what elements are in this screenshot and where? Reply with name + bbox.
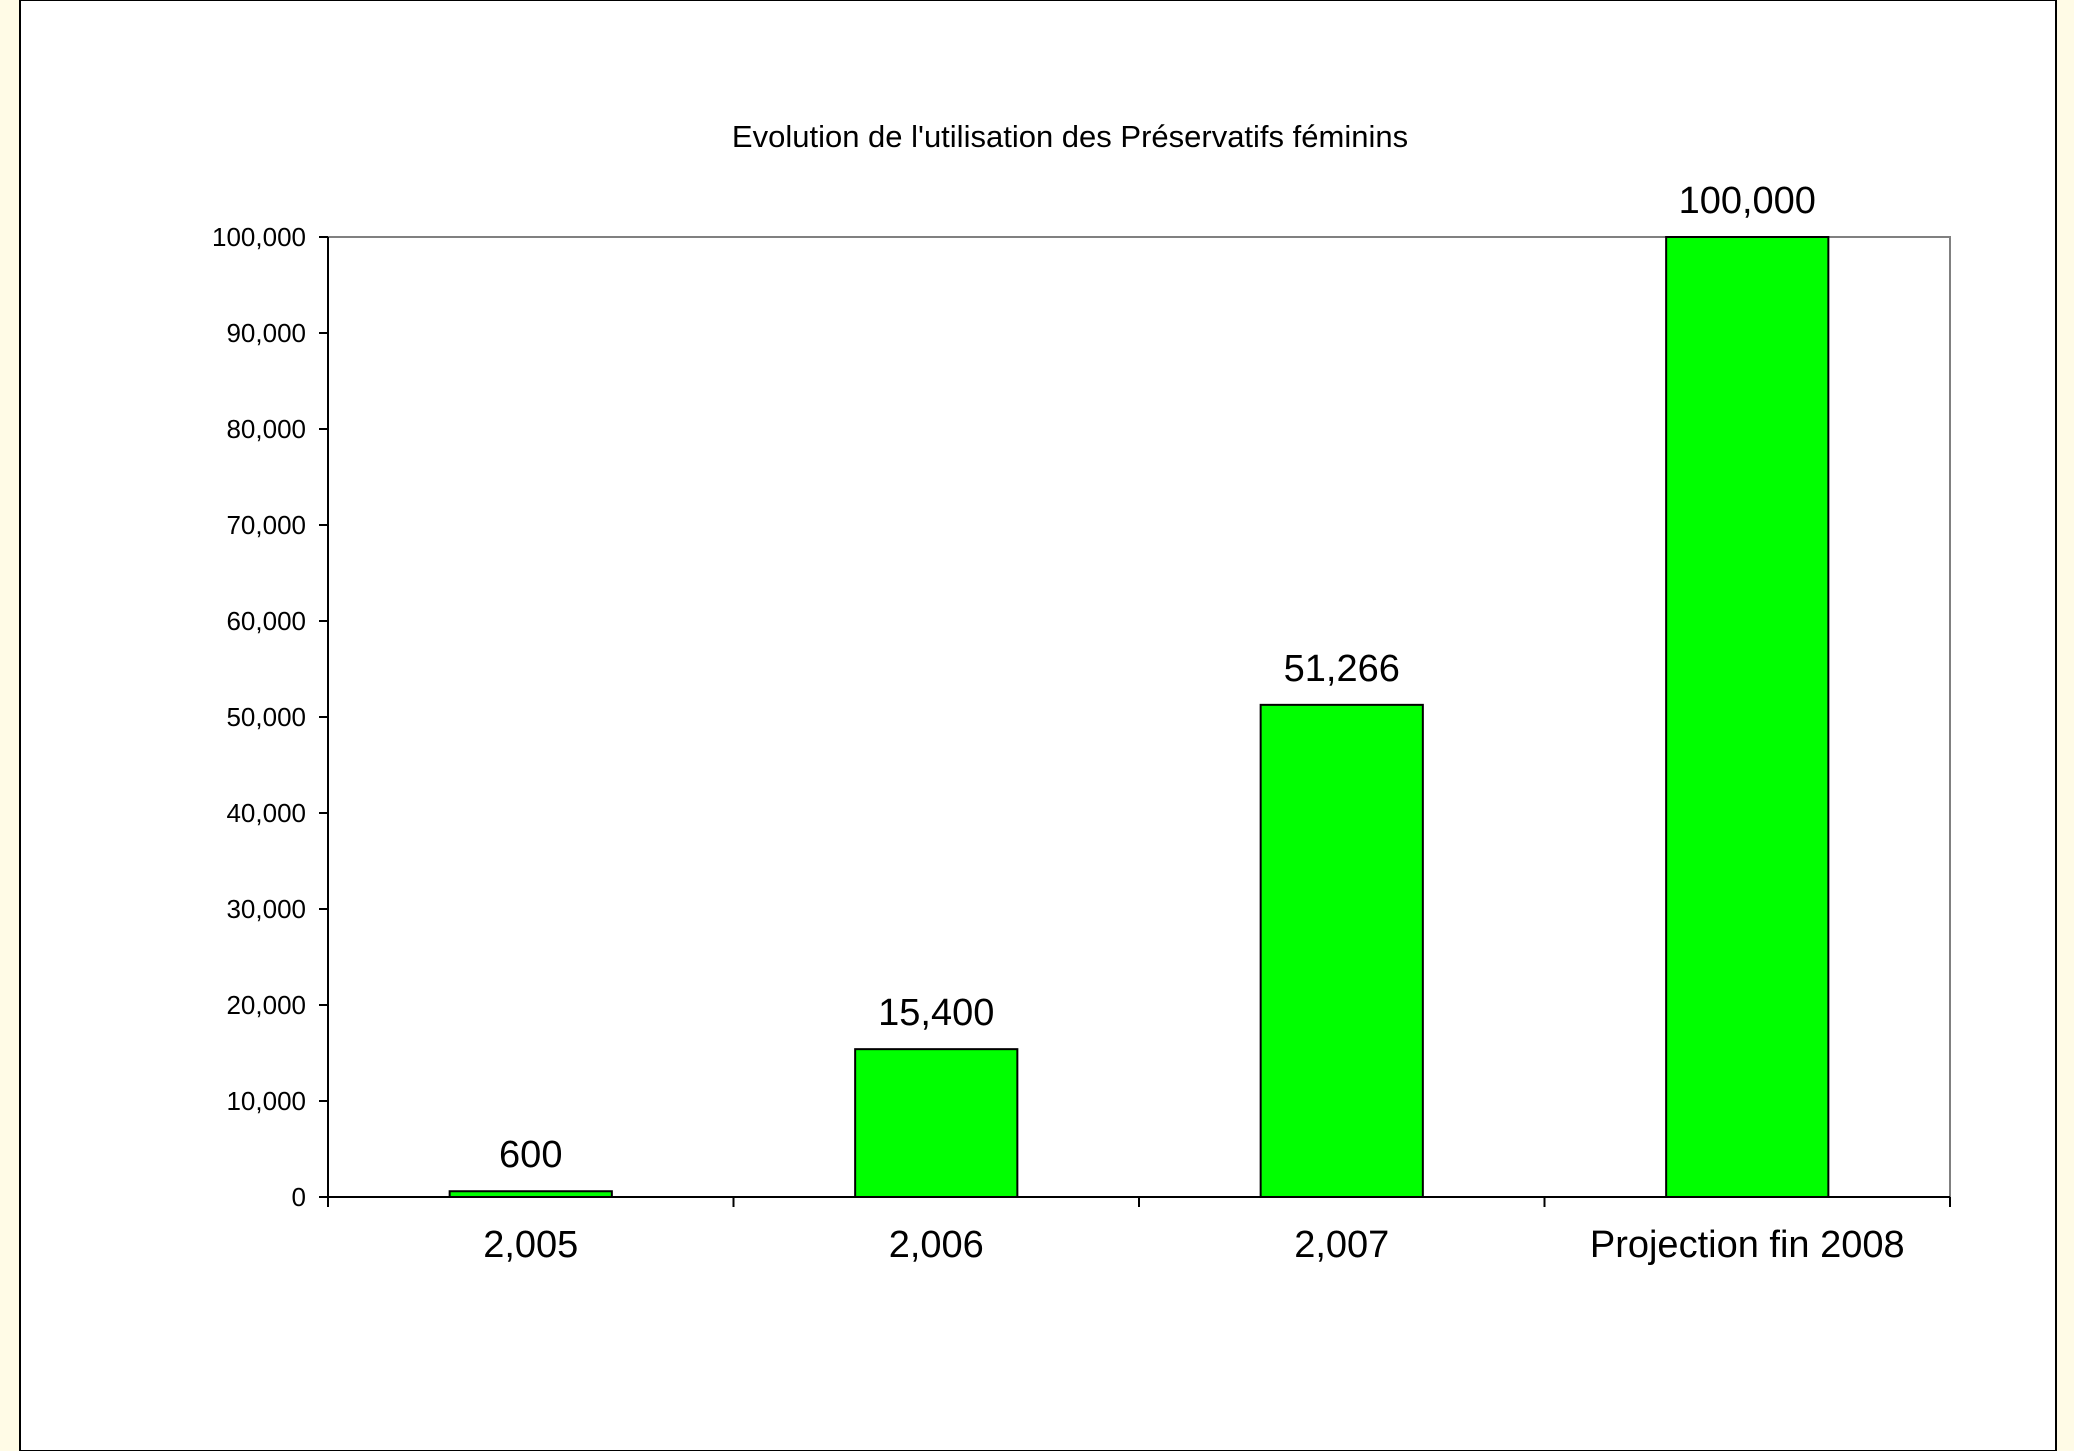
bar: [854, 1048, 1019, 1199]
data-label: 600: [499, 1134, 562, 1176]
data-label: 51,266: [1284, 648, 1400, 690]
x-tick-label: 2,006: [889, 1224, 984, 1266]
x-tick-label: 2,005: [483, 1224, 578, 1266]
bar: [1259, 703, 1424, 1198]
y-tick-label: 50,000: [226, 702, 306, 732]
y-tick-label: 20,000: [226, 990, 306, 1020]
data-labels: 600 15,400 51,266 100,000: [499, 180, 1816, 1176]
y-tick-label: 0: [292, 1182, 306, 1212]
y-tick-label: 10,000: [226, 1086, 306, 1116]
chart-title: Evolution de l'utilisation des Préservat…: [732, 119, 1408, 154]
y-axis: 0 10,000 20,000 30,000 40,000 50,000 60,000 70,…: [212, 222, 329, 1212]
y-tick-label: 80,000: [226, 414, 306, 444]
x-tick-label: Projection fin 2008: [1590, 1224, 1905, 1266]
y-tick-label: 90,000: [226, 318, 306, 348]
y-tick-label: 30,000: [226, 894, 306, 924]
bar: [1665, 236, 1830, 1198]
y-tick-label: 60,000: [226, 606, 306, 636]
y-tick-label: 40,000: [226, 798, 306, 828]
data-label: 100,000: [1679, 180, 1816, 222]
bar: [448, 1190, 613, 1198]
data-label: 15,400: [878, 992, 994, 1034]
bars: [448, 236, 1830, 1199]
y-tick-label: 100,000: [212, 222, 306, 252]
y-tick-label: 70,000: [226, 510, 306, 540]
x-tick-label: 2,007: [1294, 1224, 1389, 1266]
